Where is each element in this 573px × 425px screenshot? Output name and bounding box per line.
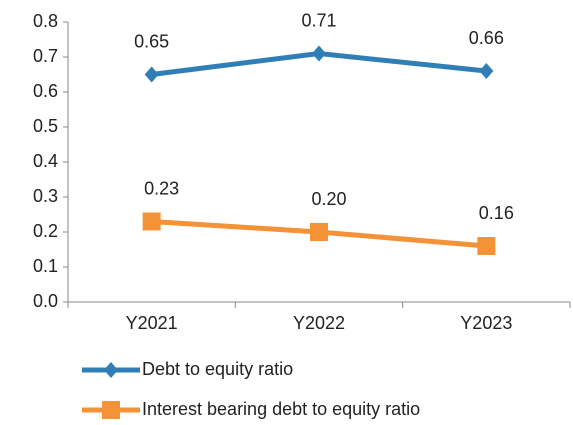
data-label: 0.71 <box>301 10 336 30</box>
y-tick-label: 0.7 <box>33 46 58 66</box>
legend-label: Interest bearing debt to equity ratio <box>142 399 420 419</box>
point <box>144 66 159 83</box>
data-label: 0.66 <box>469 28 504 48</box>
y-tick-label: 0.5 <box>33 116 58 136</box>
x-tick-label: Y2023 <box>460 313 512 333</box>
y-tick-label: 0.1 <box>33 256 58 276</box>
data-label: 0.20 <box>311 189 346 209</box>
y-tick-label: 0.4 <box>33 151 58 171</box>
x-tick-label: Y2022 <box>293 313 345 333</box>
y-tick-label: 0.0 <box>33 291 58 311</box>
legend-marker <box>102 401 120 419</box>
x-tick-label: Y2021 <box>126 313 178 333</box>
data-label: 0.16 <box>479 203 514 223</box>
point <box>312 45 326 62</box>
y-tick-label: 0.3 <box>33 186 58 206</box>
point <box>479 63 494 79</box>
point <box>477 237 496 255</box>
data-label: 0.23 <box>144 178 179 198</box>
point <box>142 212 161 231</box>
data-label: 0.65 <box>134 31 169 51</box>
point <box>310 223 328 241</box>
y-tick-label: 0.2 <box>33 221 58 241</box>
y-tick-label: 0.6 <box>33 81 58 101</box>
y-tick-label: 0.8 <box>33 11 58 31</box>
legend-marker <box>104 362 118 378</box>
legend-label: Debt to equity ratio <box>142 359 293 379</box>
